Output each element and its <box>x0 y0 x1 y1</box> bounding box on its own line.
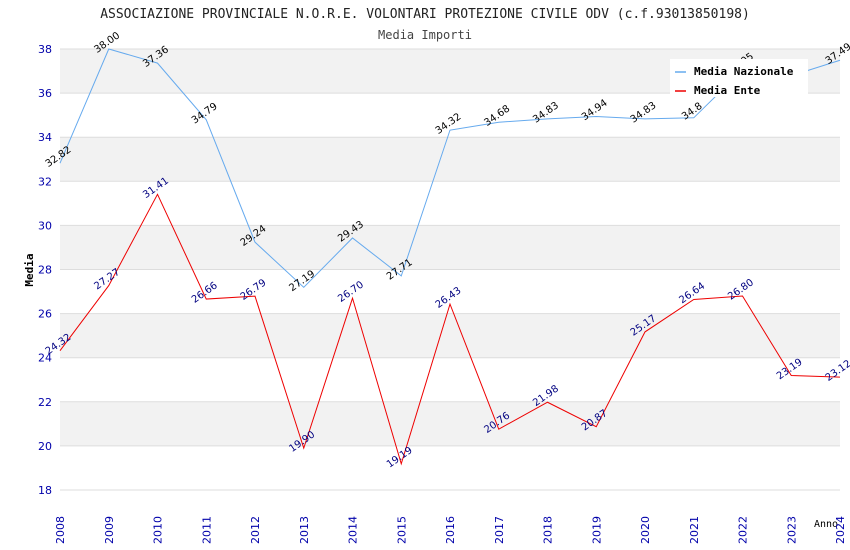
grid-band <box>60 401 840 446</box>
x-axis-label: Anno <box>814 519 838 530</box>
x-tick-label: 2020 <box>639 516 652 544</box>
x-axis-ticks: 2008 2009 2010 2011 2012 2013 2014 2015 2016 2017… <box>54 516 847 544</box>
x-tick-label: 2012 <box>249 516 262 544</box>
y-tick-label: 26 <box>38 308 52 321</box>
y-tick-label: 38 <box>38 43 52 56</box>
grid-band <box>60 225 840 270</box>
x-tick-label: 2021 <box>688 516 701 544</box>
x-tick-label: 2011 <box>200 516 213 544</box>
x-tick-label: 2010 <box>152 516 165 544</box>
x-tick-label: 2013 <box>298 516 311 544</box>
chart-subtitle: Media Importi <box>378 28 472 42</box>
grid-band <box>60 137 840 182</box>
legend-label-media-nazionale: Media Nazionale <box>694 65 794 78</box>
legend-box <box>670 59 808 97</box>
chart-title: ASSOCIAZIONE PROVINCIALE N.O.R.E. VOLONT… <box>100 7 750 22</box>
grid-band <box>60 313 840 358</box>
x-tick-label: 2022 <box>737 516 750 544</box>
x-tick-label: 2024 <box>834 516 847 544</box>
x-tick-label: 2023 <box>785 516 798 544</box>
x-tick-label: 2018 <box>542 516 555 544</box>
y-tick-label: 24 <box>38 352 52 365</box>
x-tick-label: 2015 <box>395 516 408 544</box>
y-tick-label: 20 <box>38 440 52 453</box>
y-axis-ticks: 18 20 22 24 26 28 30 32 34 36 38 <box>38 43 52 497</box>
series-line-media-nazionale <box>59 48 841 289</box>
legend-label-media-ente: Media Ente <box>694 84 761 97</box>
y-axis-label: Media <box>23 253 36 286</box>
x-tick-label: 2014 <box>347 516 360 544</box>
x-tick-label: 2016 <box>444 516 457 544</box>
y-tick-label: 22 <box>38 396 52 409</box>
y-tick-label: 34 <box>38 131 52 144</box>
y-tick-label: 36 <box>38 87 52 100</box>
x-tick-label: 2009 <box>103 516 116 544</box>
x-tick-label: 2017 <box>493 516 506 544</box>
grid-bands <box>60 48 840 491</box>
x-tick-label: 2008 <box>54 516 67 544</box>
y-tick-label: 18 <box>38 484 52 497</box>
grid-band <box>60 181 840 226</box>
series-lines <box>59 48 841 466</box>
grid-band <box>60 269 840 314</box>
grid-band <box>60 357 840 402</box>
grid-band <box>60 445 840 490</box>
y-tick-label: 28 <box>38 264 52 277</box>
legend: Media Nazionale Media Ente <box>670 59 808 97</box>
x-tick-label: 2019 <box>590 516 603 544</box>
y-tick-label: 32 <box>38 175 52 188</box>
series-line-media-ente <box>59 193 841 466</box>
y-tick-label: 30 <box>38 219 52 232</box>
